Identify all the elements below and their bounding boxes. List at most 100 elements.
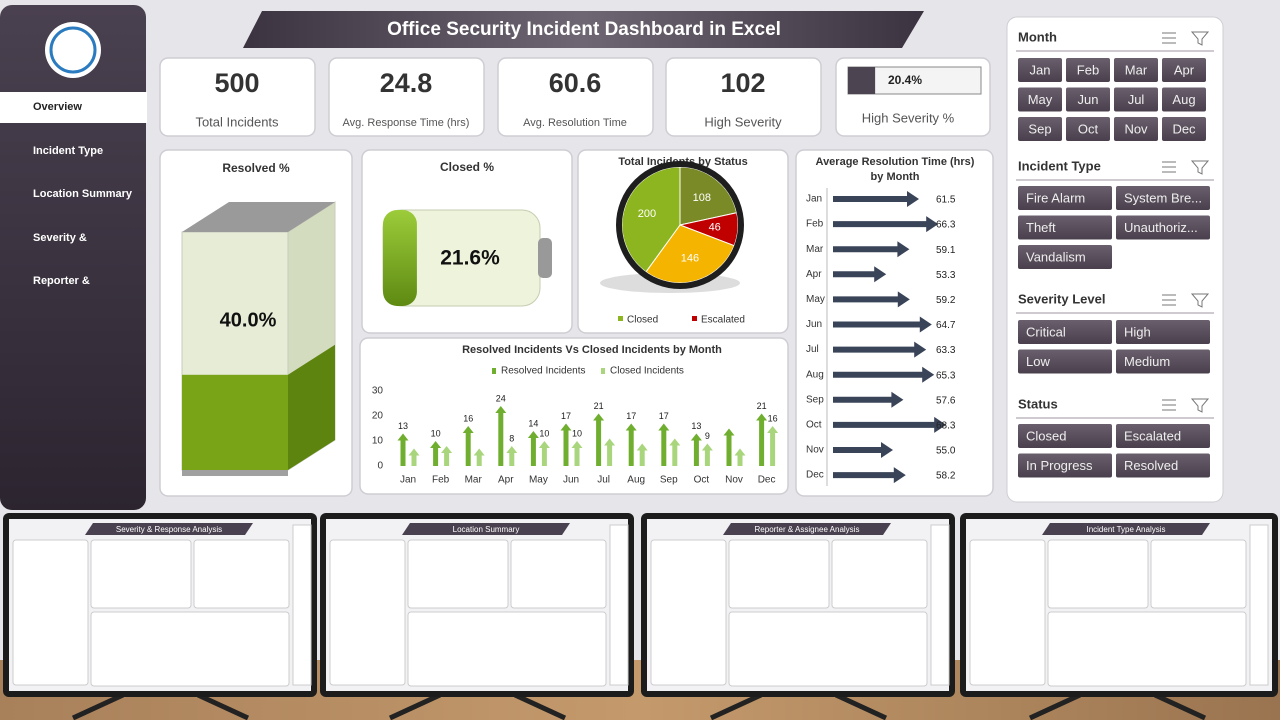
bar-arrow — [756, 413, 768, 466]
slicer-button[interactable] — [1162, 87, 1206, 112]
data-label: 10 — [572, 428, 582, 438]
slicer-button-label[interactable]: Feb — [1077, 62, 1099, 77]
slicer-button[interactable] — [1114, 87, 1158, 112]
slicer-button[interactable] — [1116, 215, 1210, 240]
slicer-button[interactable] — [1116, 453, 1210, 478]
slicer-button-label[interactable]: Jan — [1030, 62, 1051, 77]
bar-arrow — [833, 266, 887, 283]
bar-arrow — [506, 446, 518, 466]
thumb-title[interactable]: Severity & Response Analysis — [116, 525, 222, 534]
kpi-value: 60.6 — [549, 68, 602, 98]
slicer-button[interactable] — [1114, 117, 1158, 141]
data-label: 16 — [463, 413, 473, 423]
thumb-slicers — [609, 524, 629, 686]
slicer-button-label[interactable]: Aug — [1172, 92, 1195, 107]
slicer-button-label[interactable]: Resolved — [1124, 458, 1178, 473]
slicer-button-label[interactable]: Dec — [1172, 121, 1196, 136]
slicer-button[interactable] — [1018, 453, 1112, 478]
slicer-button-label[interactable]: System Bre... — [1124, 190, 1202, 205]
slicer-button-label[interactable]: Fire Alarm — [1026, 190, 1085, 205]
data-label: 68.3 — [936, 421, 956, 432]
legend-label: Closed Incidents — [610, 366, 684, 377]
slicer-button-label[interactable]: Low — [1026, 354, 1050, 369]
slicer-button[interactable] — [1018, 117, 1062, 141]
slicer-icon[interactable] — [1162, 31, 1210, 46]
monitor-stand — [388, 692, 442, 720]
slicer-button-label[interactable]: Mar — [1125, 62, 1148, 77]
slicer-button[interactable] — [1018, 215, 1112, 240]
slicer-button[interactable] — [1162, 117, 1206, 141]
nav-item[interactable]: Severity & — [33, 232, 87, 244]
slicer-icon[interactable] — [1162, 398, 1210, 413]
slicer-button-label[interactable]: Jul — [1128, 92, 1145, 107]
progress-fill — [848, 67, 876, 94]
nav-item[interactable]: Incident Type — [33, 145, 103, 157]
bar-arrow — [833, 216, 939, 233]
slicer-button[interactable] — [1116, 186, 1210, 210]
thumb-title[interactable]: Incident Type Analysis — [1086, 525, 1165, 534]
thumb-title[interactable]: Location Summary — [453, 525, 520, 534]
battery-fill — [383, 210, 417, 306]
slicer-button-label[interactable]: In Progress — [1026, 458, 1093, 473]
slicer-icon[interactable] — [1162, 160, 1210, 175]
slicer-button-label[interactable]: High — [1124, 324, 1151, 339]
legend-marker — [618, 316, 623, 321]
slicer-button-label[interactable]: Closed — [1026, 428, 1066, 443]
kpi-label: Avg. Response Time (hrs) — [343, 117, 470, 129]
slicer-button-label[interactable]: May — [1028, 92, 1053, 107]
slicer-button-label[interactable]: Nov — [1124, 121, 1148, 136]
slicer-button[interactable] — [1116, 320, 1210, 344]
logo — [45, 22, 101, 78]
x-tick-label: Apr — [498, 475, 514, 486]
slicer-button-label[interactable]: Medium — [1124, 354, 1170, 369]
slicer-button-label[interactable]: Sep — [1028, 121, 1051, 136]
slicer-button-label[interactable]: Oct — [1078, 121, 1099, 136]
slicer-button[interactable] — [1116, 424, 1210, 448]
slicer-button-label[interactable]: Theft — [1026, 220, 1056, 235]
slicer-button[interactable] — [1114, 58, 1158, 82]
slicer-button-label[interactable]: Escalated — [1124, 428, 1181, 443]
legend-label: Resolved Incidents — [501, 366, 586, 377]
data-label: 61.5 — [936, 195, 956, 206]
bar-arrow — [604, 438, 616, 466]
x-tick-label: Jul — [597, 475, 610, 486]
slicer-button[interactable] — [1018, 186, 1112, 210]
legend-marker — [692, 316, 697, 321]
slicer-button[interactable] — [1018, 87, 1062, 112]
bar-arrow — [833, 291, 910, 308]
thumb-title[interactable]: Reporter & Assignee Analysis — [755, 525, 860, 534]
slicer-button-label[interactable]: Vandalism — [1026, 249, 1086, 264]
slicer-button-label[interactable]: Jun — [1078, 92, 1099, 107]
slicer-button[interactable] — [1066, 87, 1110, 112]
slicer-button[interactable] — [1018, 245, 1112, 269]
slicer-button[interactable] — [1162, 58, 1206, 82]
nav-item[interactable]: Overview — [33, 101, 82, 113]
slicer-button-label[interactable]: Unauthoriz... — [1124, 220, 1198, 235]
slicer-button-label[interactable]: Apr — [1174, 62, 1195, 77]
monitor-stand — [1153, 692, 1207, 720]
slicer-button[interactable] — [1066, 58, 1110, 82]
bar-arrow — [527, 431, 539, 466]
nav-item[interactable]: Reporter & — [33, 275, 90, 287]
slicer-button[interactable] — [1066, 117, 1110, 141]
bar-arrow — [593, 413, 605, 466]
x-tick-label: Jan — [400, 475, 416, 486]
slicer-button[interactable] — [1018, 349, 1112, 374]
card-title: Resolved % — [222, 161, 290, 175]
kpi-label: High Severity % — [862, 110, 955, 125]
slicer-button[interactable] — [1018, 320, 1112, 344]
slicer-icon[interactable] — [1162, 293, 1210, 308]
pie-label: 46 — [709, 222, 721, 234]
bar-arrow — [833, 366, 935, 383]
card — [497, 57, 654, 137]
data-label: 57.6 — [936, 395, 956, 406]
slicer-button[interactable] — [1018, 58, 1062, 82]
nav-item[interactable]: Location Summary — [33, 188, 133, 200]
slicer-button-label[interactable]: Critical — [1026, 324, 1066, 339]
slicer-button[interactable] — [1018, 424, 1112, 448]
bar-arrow — [701, 443, 713, 466]
slicer-button[interactable] — [1116, 349, 1210, 374]
bar-arrow — [833, 391, 904, 408]
pie-ring — [616, 161, 744, 289]
